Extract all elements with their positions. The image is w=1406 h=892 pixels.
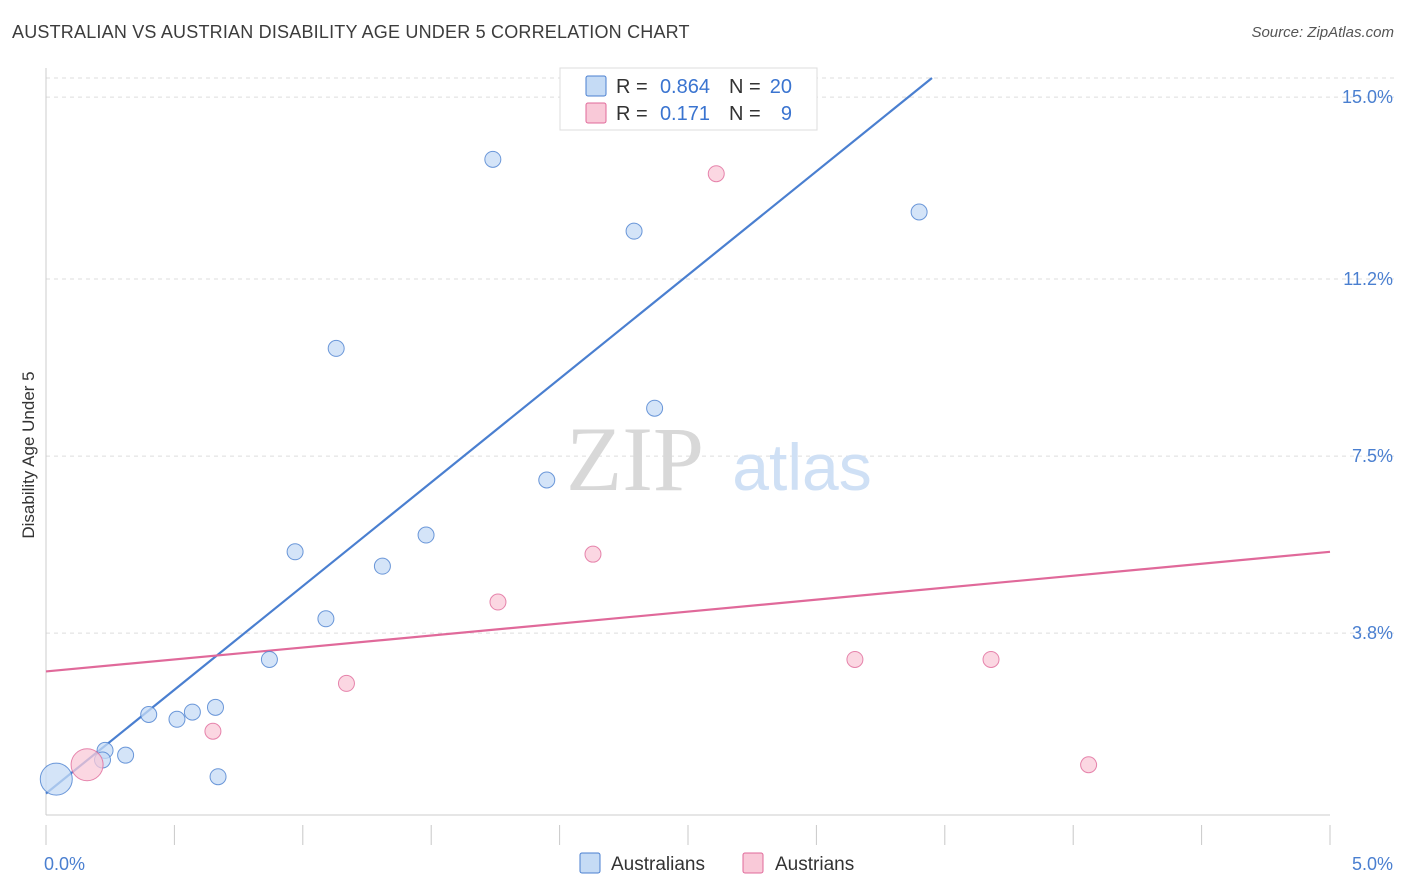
watermark-atlas: atlas [732, 430, 871, 504]
tick-labels: 3.8% 7.5% 11.2% 15.0% 0.0% 5.0% [44, 87, 1393, 874]
trend-line-austrians [45, 550, 1331, 673]
point-australians-4 [140, 706, 158, 723]
point-australians-17 [625, 222, 643, 240]
point-austrians-7 [982, 650, 1000, 668]
point-australians-15 [484, 150, 502, 168]
point-austrians-5 [707, 165, 725, 183]
point-australians-12 [327, 339, 345, 357]
y-axis-title: Disability Age Under 5 [19, 371, 38, 538]
series-legend-label-austrians: Austrians [775, 854, 854, 875]
point-austrians-2 [337, 674, 355, 692]
x-tick-label-1: 5.0% [1352, 854, 1393, 874]
point-australians-6 [183, 703, 201, 721]
point-australians-14 [417, 526, 435, 544]
series-legend-swatch-australians [579, 852, 601, 874]
trend-line-australians [45, 77, 933, 795]
legend-r-label-australians: R = [616, 76, 648, 98]
legend-r-value-australians: 0.864 [660, 76, 710, 98]
point-australians-9 [260, 650, 278, 668]
point-austrians-8 [1080, 756, 1098, 774]
point-austrians-1 [204, 722, 222, 740]
legend-swatch-austrians [585, 102, 607, 124]
legend-n-value-australians: 20 [770, 76, 792, 98]
point-australians-8 [209, 768, 227, 786]
point-austrians-4 [584, 545, 602, 563]
legend-n-label-austrians: N = [729, 103, 761, 125]
point-austrians-6 [846, 650, 864, 668]
point-australians-5 [168, 710, 186, 728]
legend-n-value-austrians: 9 [781, 103, 792, 125]
y-tick-label-2: 11.2% [1343, 269, 1393, 289]
point-australians-16 [538, 471, 556, 489]
axes [45, 68, 1331, 845]
series-legend-swatch-austrians [742, 852, 764, 874]
legend-r-value-austrians: 0.171 [660, 103, 710, 125]
watermark: ZIP atlas [566, 408, 872, 510]
source-label: Source: ZipAtlas.com [1251, 24, 1394, 41]
grid-lines [46, 77, 1395, 634]
y-tick-label-3: 15.0% [1342, 87, 1393, 107]
point-australians-18 [646, 399, 664, 417]
watermark-zip: ZIP [566, 408, 704, 510]
point-australians-7 [206, 698, 224, 716]
correlation-legend: R = 0.864 N = 20 R = 0.171 N = 9 [559, 67, 818, 131]
point-australians-3 [117, 746, 135, 764]
trend-lines [45, 77, 1331, 795]
point-australians-11 [317, 610, 335, 628]
series-legend: Australians Austrians [579, 852, 854, 875]
legend-r-label-austrians: R = [616, 103, 648, 125]
legend-swatch-australians [585, 75, 607, 97]
point-australians-19 [910, 203, 928, 221]
data-points [39, 150, 1098, 796]
x-tick-label-0: 0.0% [44, 854, 85, 874]
point-australians-0 [39, 762, 73, 796]
y-tick-label-0: 3.8% [1352, 623, 1393, 643]
y-tick-label-1: 7.5% [1352, 446, 1393, 466]
chart-title: AUSTRALIAN VS AUSTRIAN DISABILITY AGE UN… [12, 22, 690, 42]
legend-n-label-australians: N = [729, 76, 761, 98]
point-australians-13 [373, 557, 391, 575]
point-austrians-3 [489, 593, 507, 611]
point-austrians-0 [70, 748, 104, 782]
point-australians-10 [286, 543, 304, 561]
series-legend-label-australians: Australians [611, 854, 705, 875]
